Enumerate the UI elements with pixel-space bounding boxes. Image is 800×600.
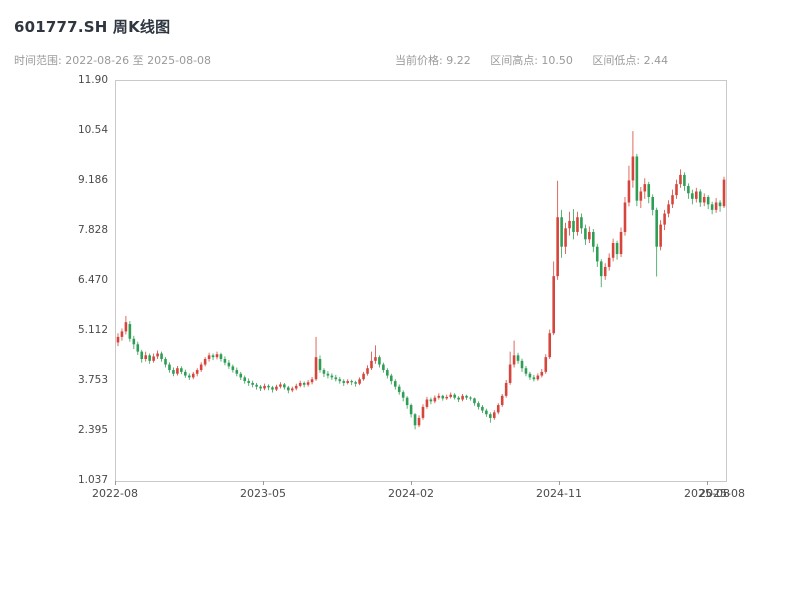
x-tick-label: 2022-08 xyxy=(92,487,138,500)
y-tick-label: 11.90 xyxy=(77,74,108,86)
x-tick-mark xyxy=(707,481,708,485)
y-tick-label: 7.828 xyxy=(77,223,108,236)
x-tick-mark xyxy=(410,481,412,485)
date-range-label: 时间范围: 2022-08-26 至 2025-08-08 xyxy=(14,54,212,67)
x-tick-label: 2023-05 xyxy=(240,487,286,500)
x-tick-label: 2024-11 xyxy=(536,487,582,500)
y-tick-label: 3.753 xyxy=(77,373,108,386)
x-tick-mark xyxy=(559,481,561,485)
plot-area xyxy=(115,80,727,482)
page-title: 601777.SH 周K线图 xyxy=(14,18,171,36)
x-tick-mark xyxy=(115,481,116,485)
current-price-stat: 当前价格: 9.22 xyxy=(395,54,471,67)
x-tick-label: 2024-02 xyxy=(387,487,434,500)
x-end-label: 2025-08 xyxy=(699,487,745,500)
price-stats: 当前价格: 9.22 区间高点: 10.50 区间低点: 2.44 xyxy=(395,52,684,68)
y-tick-label: 6.470 xyxy=(77,273,108,286)
y-tick-label: 5.112 xyxy=(77,323,108,336)
y-tick-label: 10.54 xyxy=(77,124,108,137)
y-tick-label: 2.395 xyxy=(77,423,108,436)
y-tick-label: 1.037 xyxy=(77,474,108,486)
x-tick-mark xyxy=(262,481,264,485)
candlestick-plot xyxy=(116,131,726,430)
y-tick-label: 9.186 xyxy=(77,173,108,186)
range-low-stat: 区间低点: 2.44 xyxy=(592,54,669,67)
range-high-stat: 区间高点: 10.50 xyxy=(490,54,573,67)
x-tick-label: 2025-08 xyxy=(684,487,730,500)
